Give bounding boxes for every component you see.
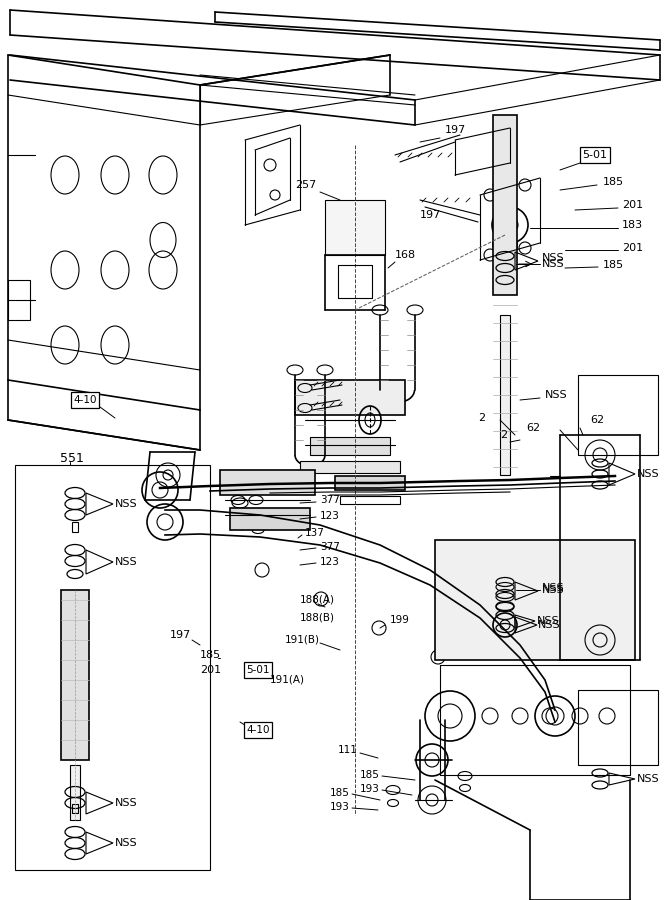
Text: NSS: NSS <box>537 616 560 626</box>
Text: NSS: NSS <box>637 469 660 479</box>
Bar <box>578 375 658 455</box>
Text: 191(B): 191(B) <box>285 635 320 645</box>
Text: NSS: NSS <box>538 620 561 630</box>
Text: 377: 377 <box>320 542 340 552</box>
Text: 185: 185 <box>360 770 380 780</box>
Bar <box>310 437 390 455</box>
Text: 197: 197 <box>420 210 442 220</box>
Text: 185: 185 <box>603 177 624 187</box>
Bar <box>220 470 315 495</box>
Text: 193: 193 <box>360 784 380 794</box>
Text: 197: 197 <box>170 630 191 640</box>
Text: 4-10: 4-10 <box>246 725 269 735</box>
Text: 257: 257 <box>295 180 316 190</box>
Text: 188(B): 188(B) <box>300 612 335 622</box>
Bar <box>15 465 210 870</box>
Bar <box>578 690 658 765</box>
Text: 197: 197 <box>445 125 466 135</box>
Text: 185: 185 <box>603 260 624 270</box>
Text: 199: 199 <box>390 615 410 625</box>
Text: 201: 201 <box>622 243 643 253</box>
Bar <box>70 765 80 820</box>
Text: 185: 185 <box>200 650 221 660</box>
Text: 188(A): 188(A) <box>300 595 335 605</box>
Text: NSS: NSS <box>115 798 137 808</box>
Text: 2: 2 <box>500 430 507 440</box>
Text: 183: 183 <box>622 220 643 230</box>
Bar <box>72 804 78 813</box>
Bar <box>340 496 400 504</box>
Text: 168: 168 <box>395 250 416 260</box>
Text: 123: 123 <box>320 511 340 521</box>
Text: 551: 551 <box>60 452 84 464</box>
Text: NSS: NSS <box>542 585 565 595</box>
Text: NSS: NSS <box>542 583 565 593</box>
Text: NSS: NSS <box>115 499 137 509</box>
Text: NSS: NSS <box>542 253 565 263</box>
Bar <box>300 461 400 473</box>
Text: NSS: NSS <box>115 557 137 567</box>
Bar <box>500 315 510 475</box>
Text: 2: 2 <box>478 413 485 423</box>
Bar <box>493 115 517 295</box>
Text: 201: 201 <box>200 665 221 675</box>
Bar <box>325 200 385 255</box>
Text: 377: 377 <box>320 495 340 505</box>
Bar <box>8 280 30 320</box>
Bar <box>230 508 310 530</box>
Text: NSS: NSS <box>115 838 137 848</box>
Bar <box>435 540 635 660</box>
Text: 123: 123 <box>320 557 340 567</box>
Text: 201: 201 <box>622 200 643 210</box>
Text: 191(A): 191(A) <box>270 675 305 685</box>
Text: NSS: NSS <box>637 774 660 784</box>
Text: NSS: NSS <box>545 390 568 400</box>
Text: 62: 62 <box>526 423 540 433</box>
Bar <box>61 590 89 760</box>
Text: 111: 111 <box>338 745 358 755</box>
Text: 193: 193 <box>330 802 350 812</box>
Bar <box>72 522 78 532</box>
Text: 5-01: 5-01 <box>582 150 608 160</box>
Text: 137: 137 <box>305 528 325 538</box>
Text: NSS: NSS <box>542 259 565 269</box>
Text: 4-10: 4-10 <box>73 395 97 405</box>
Bar <box>295 380 405 415</box>
Text: 185: 185 <box>330 788 350 798</box>
Bar <box>335 476 405 490</box>
Text: 5-01: 5-01 <box>246 665 269 675</box>
Text: 62: 62 <box>590 415 604 425</box>
